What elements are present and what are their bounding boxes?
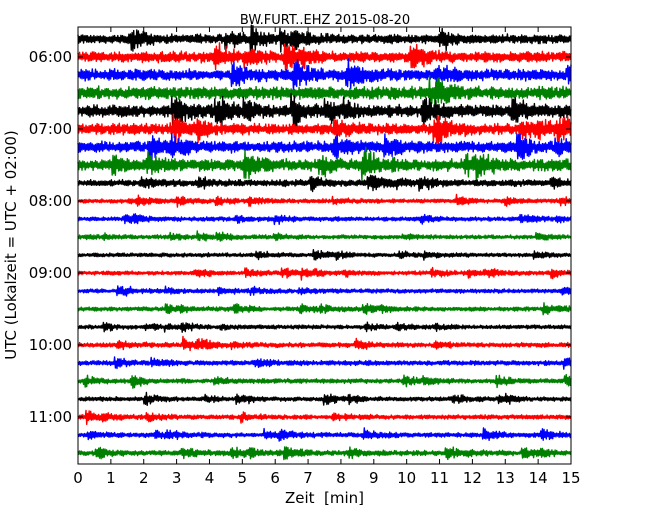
trace-row-0715 xyxy=(77,132,572,163)
trace-row-0615 xyxy=(77,58,572,93)
y-tick-label: 10:00 xyxy=(29,336,72,354)
trace-row-1015 xyxy=(77,356,572,370)
x-tick-label: 13 xyxy=(496,469,515,487)
y-tick-label: 06:00 xyxy=(29,48,72,66)
x-tick-label: 3 xyxy=(172,469,182,487)
x-tick-label: 9 xyxy=(369,469,379,487)
trace-row-1045 xyxy=(77,391,572,406)
trace-row-0745 xyxy=(77,174,572,193)
trace-row-1115 xyxy=(77,427,572,442)
y-axis: 06:00 07:00 08:00 09:00 10:00 11:00 xyxy=(29,48,571,426)
trace-row-1130 xyxy=(77,446,572,461)
x-tick-label: 8 xyxy=(336,469,346,487)
y-tick-label: 11:00 xyxy=(29,408,72,426)
trace-row-0915 xyxy=(77,285,572,297)
trace-row-1100 xyxy=(77,409,572,425)
x-axis: 0 1 2 3 4 5 6 7 8 9 10 11 12 13 14 15 xyxy=(73,27,581,487)
x-tick-label: 2 xyxy=(139,469,149,487)
trace-row-0700 xyxy=(77,113,572,149)
trace-row-0545 xyxy=(77,24,572,55)
trace-row-0930 xyxy=(77,302,572,316)
x-tick-label: 10 xyxy=(397,469,416,487)
y-tick-label: 07:00 xyxy=(29,120,72,138)
trace-row-0800 xyxy=(77,193,572,208)
y-tick-label: 08:00 xyxy=(29,192,72,210)
trace-row-0645 xyxy=(77,92,572,128)
y-tick-label: 09:00 xyxy=(29,264,72,282)
plot-frame xyxy=(77,26,572,465)
trace-row-0845 xyxy=(77,249,572,261)
trace-row-0630 xyxy=(77,75,572,114)
trace-group xyxy=(77,24,572,461)
trace-row-0830 xyxy=(77,230,572,242)
x-tick-label: 6 xyxy=(270,469,280,487)
x-tick-label: 12 xyxy=(463,469,482,487)
x-tick-label: 15 xyxy=(561,469,580,487)
x-tick-label: 0 xyxy=(73,469,83,487)
x-tick-label: 1 xyxy=(106,469,116,487)
x-axis-label: Zeit [min] xyxy=(285,489,364,507)
x-tick-label: 7 xyxy=(303,469,313,487)
trace-row-1000 xyxy=(77,335,572,352)
trace-row-0900 xyxy=(77,266,572,281)
x-tick-label: 5 xyxy=(238,469,248,487)
trace-row-0945 xyxy=(77,321,572,333)
x-tick-label: 14 xyxy=(529,469,548,487)
trace-row-0600 xyxy=(77,42,572,71)
trace-row-0730 xyxy=(77,146,572,187)
trace-row-0815 xyxy=(77,213,572,226)
x-tick-label: 11 xyxy=(430,469,449,487)
trace-row-1030 xyxy=(77,373,572,389)
x-tick-label: 4 xyxy=(205,469,215,487)
y-axis-label: UTC (Lokalzeit = UTC + 02:00) xyxy=(2,130,20,360)
chart-title: BW.FURT..EHZ 2015-08-20 xyxy=(240,13,410,28)
